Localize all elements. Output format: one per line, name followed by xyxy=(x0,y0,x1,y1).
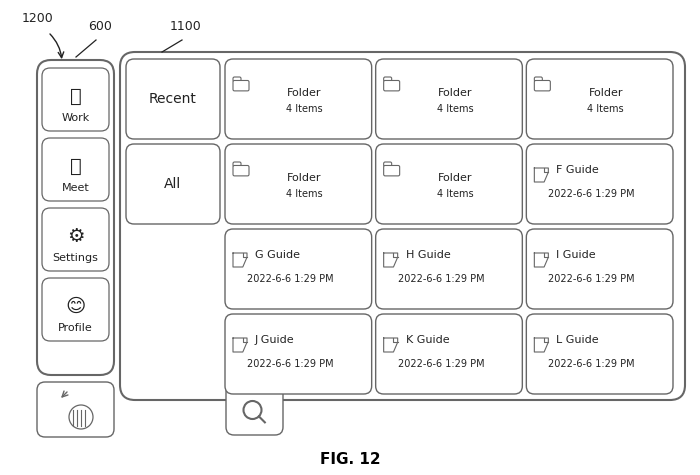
Text: Profile: Profile xyxy=(58,323,93,333)
Text: Folder: Folder xyxy=(438,172,472,182)
Text: Folder: Folder xyxy=(589,87,623,97)
Polygon shape xyxy=(534,253,548,267)
Circle shape xyxy=(69,405,93,429)
FancyBboxPatch shape xyxy=(384,77,392,82)
Text: FIG. 12: FIG. 12 xyxy=(320,453,380,467)
FancyBboxPatch shape xyxy=(42,68,109,131)
FancyBboxPatch shape xyxy=(233,162,241,166)
FancyBboxPatch shape xyxy=(42,208,109,271)
FancyBboxPatch shape xyxy=(534,77,542,82)
FancyBboxPatch shape xyxy=(526,144,673,224)
Text: Meet: Meet xyxy=(62,183,90,193)
FancyBboxPatch shape xyxy=(384,162,392,166)
Text: 2022-6-6 1:29 PM: 2022-6-6 1:29 PM xyxy=(548,189,635,199)
Polygon shape xyxy=(534,168,548,182)
Text: Folder: Folder xyxy=(438,87,472,97)
FancyBboxPatch shape xyxy=(384,165,400,176)
Text: 😊: 😊 xyxy=(65,296,85,315)
Polygon shape xyxy=(384,253,398,267)
Text: 1200: 1200 xyxy=(22,12,54,25)
Text: L Guide: L Guide xyxy=(556,334,599,344)
Text: K Guide: K Guide xyxy=(406,334,449,344)
FancyBboxPatch shape xyxy=(376,59,522,139)
Polygon shape xyxy=(233,253,247,267)
Text: 600: 600 xyxy=(88,20,112,33)
FancyBboxPatch shape xyxy=(376,314,522,394)
Text: F Guide: F Guide xyxy=(556,165,599,175)
Polygon shape xyxy=(233,338,247,352)
FancyBboxPatch shape xyxy=(126,144,220,224)
FancyBboxPatch shape xyxy=(120,52,685,400)
Text: Work: Work xyxy=(62,113,90,123)
FancyBboxPatch shape xyxy=(384,80,400,91)
Text: 4 Items: 4 Items xyxy=(587,104,624,114)
FancyBboxPatch shape xyxy=(42,138,109,201)
FancyBboxPatch shape xyxy=(376,144,522,224)
Text: 2022-6-6 1:29 PM: 2022-6-6 1:29 PM xyxy=(398,274,484,284)
FancyBboxPatch shape xyxy=(225,59,372,139)
FancyBboxPatch shape xyxy=(526,314,673,394)
FancyBboxPatch shape xyxy=(233,165,249,176)
Text: J Guide: J Guide xyxy=(255,334,295,344)
Text: I Guide: I Guide xyxy=(556,249,596,260)
Text: Folder: Folder xyxy=(287,87,321,97)
FancyBboxPatch shape xyxy=(534,80,550,91)
FancyBboxPatch shape xyxy=(37,382,114,437)
Text: ⚙: ⚙ xyxy=(66,227,84,246)
Text: 4 Items: 4 Items xyxy=(286,189,323,199)
FancyBboxPatch shape xyxy=(225,314,372,394)
Polygon shape xyxy=(534,338,548,352)
FancyBboxPatch shape xyxy=(376,229,522,309)
FancyBboxPatch shape xyxy=(226,385,283,435)
Text: 2022-6-6 1:29 PM: 2022-6-6 1:29 PM xyxy=(548,359,635,369)
FancyBboxPatch shape xyxy=(233,80,249,91)
Text: 2022-6-6 1:29 PM: 2022-6-6 1:29 PM xyxy=(247,274,334,284)
FancyBboxPatch shape xyxy=(233,77,241,82)
Text: 2022-6-6 1:29 PM: 2022-6-6 1:29 PM xyxy=(548,274,635,284)
Text: 2022-6-6 1:29 PM: 2022-6-6 1:29 PM xyxy=(398,359,484,369)
Text: 4 Items: 4 Items xyxy=(286,104,323,114)
Text: 4 Items: 4 Items xyxy=(437,189,473,199)
FancyBboxPatch shape xyxy=(37,60,114,375)
Text: All: All xyxy=(164,177,181,191)
Polygon shape xyxy=(384,338,398,352)
Text: H Guide: H Guide xyxy=(406,249,450,260)
Text: Folder: Folder xyxy=(287,172,321,182)
FancyBboxPatch shape xyxy=(126,59,220,139)
Text: 📋: 📋 xyxy=(69,86,81,105)
Text: Settings: Settings xyxy=(52,253,99,263)
Circle shape xyxy=(244,401,262,419)
Text: G Guide: G Guide xyxy=(255,249,300,260)
FancyBboxPatch shape xyxy=(526,59,673,139)
Text: 📞: 📞 xyxy=(69,156,81,175)
FancyBboxPatch shape xyxy=(225,144,372,224)
FancyBboxPatch shape xyxy=(225,229,372,309)
Text: Recent: Recent xyxy=(149,92,197,106)
Text: 4 Items: 4 Items xyxy=(437,104,473,114)
Text: 2022-6-6 1:29 PM: 2022-6-6 1:29 PM xyxy=(247,359,334,369)
Text: 1100: 1100 xyxy=(170,20,202,33)
FancyBboxPatch shape xyxy=(526,229,673,309)
FancyBboxPatch shape xyxy=(42,278,109,341)
